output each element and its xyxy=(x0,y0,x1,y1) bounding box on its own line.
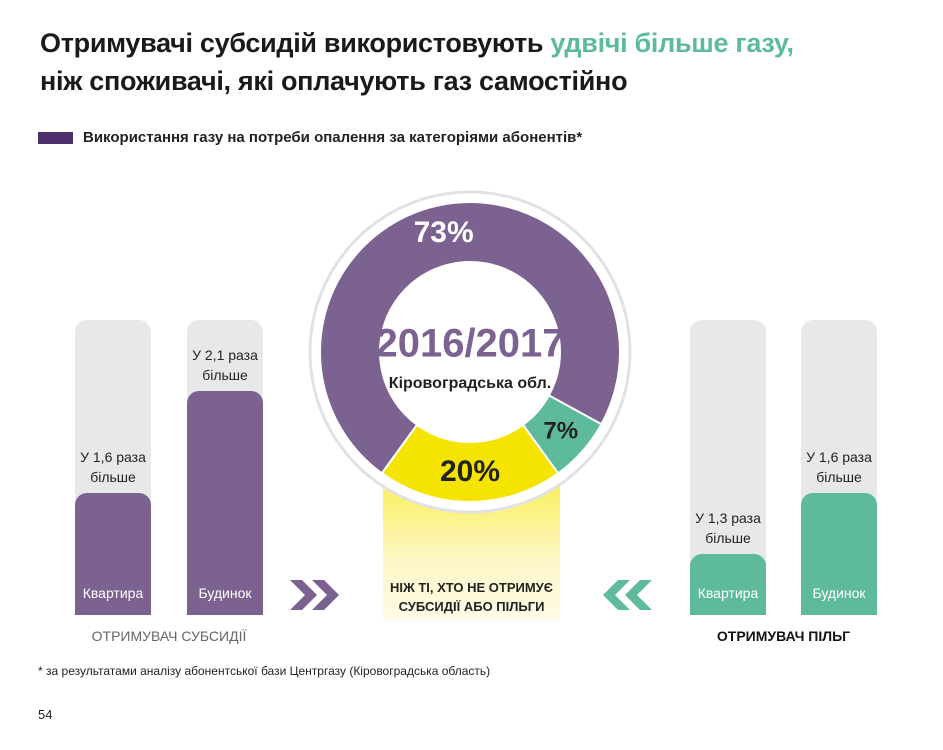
group-title: ОТРИМУВАЧ ПІЛЬГ xyxy=(716,628,851,644)
group-title: ОТРИМУВАЧ СУБСИДІЇ xyxy=(91,628,247,644)
title-line: Отримувачі субсидій використовують удвіч… xyxy=(40,24,794,62)
bar-value-label: У 2,1 раза більше xyxy=(192,347,258,384)
bar-category: Квартира xyxy=(82,585,144,601)
bar-value-label: У 1,6 раза більше xyxy=(806,448,872,485)
chevron xyxy=(312,580,339,610)
chevron xyxy=(603,580,630,610)
legend-swatch xyxy=(38,131,73,144)
center-title: 2016/2017 xyxy=(375,322,564,366)
bar xyxy=(801,492,877,615)
comparison-note: НІЖ ТІ, ХТО НЕ ОТРИМУЄ СУБСИДІЇ АБО ПІЛЬ… xyxy=(389,580,554,614)
bar xyxy=(75,492,151,615)
bar-category: Квартира xyxy=(697,585,759,601)
bar-value-label: У 1,3 раза більше xyxy=(695,509,761,546)
value-label: 20% xyxy=(440,455,500,488)
center-subtitle: Кіровоградська обл. xyxy=(389,375,551,392)
donut-segment xyxy=(380,423,560,503)
page-number: 54 xyxy=(38,707,53,722)
bar-category: Будинок xyxy=(812,585,866,601)
bar-value-label: У 1,6 раза більше xyxy=(80,448,146,485)
title-lead: Отримувачі субсидій використовують xyxy=(40,28,544,58)
bar-category: Будинок xyxy=(198,585,252,601)
value-label: 73% xyxy=(414,216,474,249)
title-highlight: удвічі більше газу, xyxy=(550,28,794,58)
legend: Використання газу на потреби опалення за… xyxy=(38,129,582,146)
bar xyxy=(187,391,263,615)
title-rest: ніж споживачі, які оплачують газ самості… xyxy=(40,66,628,96)
bar xyxy=(690,553,766,615)
title: Отримувачі субсидій використовують удвіч… xyxy=(40,24,794,100)
donut-segment xyxy=(319,201,621,475)
chevron xyxy=(625,580,652,610)
chevron xyxy=(290,580,317,610)
footnote: * за результатами аналізу абонентської б… xyxy=(38,664,491,678)
legend-text: Використання газу на потреби опалення за… xyxy=(83,129,583,146)
value-label: 7% xyxy=(543,417,578,444)
